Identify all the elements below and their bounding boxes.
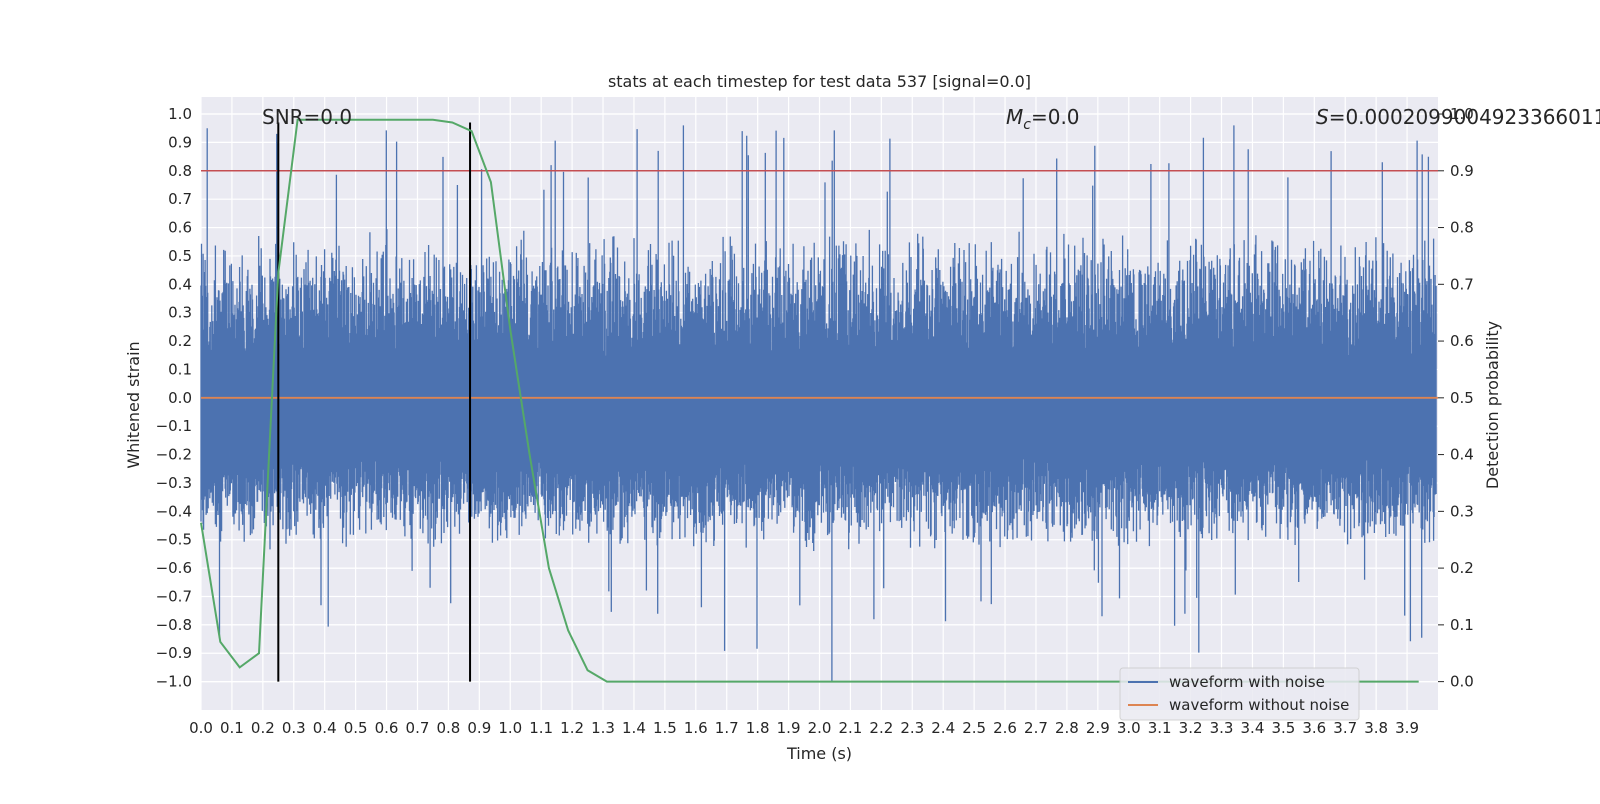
axis-ticks: 0.0 0.1 0.2 0.3 0.4 0.5 0.6 0.7 0.8 0.9 1.0 1.1 1.2 1… (156, 105, 1474, 737)
y-right-tick-label: 0.1 (1450, 616, 1474, 634)
x-tick-label: 3.0 (1117, 719, 1141, 737)
x-tick-label: 2.4 (931, 719, 955, 737)
x-tick-label: 0.2 (251, 719, 275, 737)
y-right-tick-label: 0.2 (1450, 559, 1474, 577)
x-tick-label: 1.6 (684, 719, 708, 737)
y-right-tick-label: 0.8 (1450, 219, 1474, 237)
x-tick-label: 2.7 (1024, 719, 1048, 737)
s-annotation: S=0.00020990049233660117 (1316, 105, 1600, 129)
snr-annotation: SNR=0.0 (262, 105, 352, 129)
y-left-tick-label: 0.6 (168, 219, 192, 237)
x-tick-label: 0.6 (375, 719, 399, 737)
y-left-tick-label: 0.9 (168, 133, 192, 151)
x-tick-label: 2.6 (993, 719, 1017, 737)
y-left-tick-label: 0.7 (168, 190, 192, 208)
y-right-tick-label: 0.0 (1450, 673, 1474, 691)
y-left-tick-label: 1.0 (168, 105, 192, 123)
x-tick-label: 1.7 (715, 719, 739, 737)
x-tick-label: 2.9 (1086, 719, 1110, 737)
x-tick-label: 1.0 (498, 719, 522, 737)
x-tick-label: 0.7 (406, 719, 430, 737)
y-right-tick-label: 0.3 (1450, 502, 1474, 520)
legend-entry-noise: waveform with noise (1169, 673, 1325, 691)
y-left-tick-label: 0.1 (168, 360, 192, 378)
x-tick-label: 2.8 (1055, 719, 1079, 737)
y-right-tick-label: 0.4 (1450, 446, 1474, 464)
chirp-mass-value: =0.0 (1031, 105, 1080, 129)
x-tick-label: 0.0 (189, 719, 213, 737)
x-tick-label: 0.9 (467, 719, 491, 737)
x-tick-label: 1.4 (622, 719, 646, 737)
x-tick-label: 1.5 (653, 719, 677, 737)
y-axis-left-label: Whitened strain (124, 341, 143, 468)
y-left-tick-label: −0.1 (156, 417, 192, 435)
y-left-tick-label: −0.7 (156, 587, 192, 605)
x-tick-label: 3.7 (1333, 719, 1357, 737)
x-tick-label: 0.4 (313, 719, 337, 737)
x-axis-label: Time (s) (786, 744, 852, 763)
x-tick-label: 3.3 (1210, 719, 1234, 737)
y-left-tick-label: 0.8 (168, 162, 192, 180)
chirp-mass-annotation: Mc=0.0 (1006, 105, 1080, 133)
y-right-tick-label: 1.0 (1450, 105, 1474, 123)
y-right-tick-label: 0.5 (1450, 389, 1474, 407)
x-tick-label: 3.9 (1395, 719, 1419, 737)
x-tick-label: 2.3 (900, 719, 924, 737)
x-tick-label: 1.2 (560, 719, 584, 737)
x-tick-label: 2.0 (808, 719, 832, 737)
y-left-tick-label: −1.0 (156, 673, 192, 691)
y-left-tick-label: −0.5 (156, 531, 192, 549)
legend: waveform with noise waveform without noi… (1119, 667, 1360, 721)
x-tick-label: 1.3 (591, 719, 615, 737)
x-tick-label: 3.4 (1241, 719, 1265, 737)
y-left-tick-label: 0.4 (168, 275, 192, 293)
x-tick-label: 3.8 (1364, 719, 1388, 737)
legend-box (1119, 667, 1360, 721)
y-left-tick-label: −0.6 (156, 559, 192, 577)
x-tick-label: 0.5 (344, 719, 368, 737)
chart-title: stats at each timestep for test data 537… (608, 72, 1031, 91)
y-axis-right-label: Detection probability (1483, 321, 1502, 489)
y-left-tick-label: −0.8 (156, 616, 192, 634)
x-tick-label: 0.3 (282, 719, 306, 737)
y-left-tick-label: −0.2 (156, 446, 192, 464)
y-right-tick-label: 0.7 (1450, 275, 1474, 293)
chirp-mass-subscript: c (1023, 117, 1031, 133)
detection-probability-line (200, 118, 1419, 683)
s-value: =0.00020990049233660117 (1329, 105, 1600, 129)
x-tick-label: 1.9 (777, 719, 801, 737)
y-left-tick-label: 0.0 (168, 389, 192, 407)
s-symbol: S (1316, 105, 1329, 129)
x-tick-label: 0.8 (436, 719, 460, 737)
y-right-tick-label: 0.9 (1450, 162, 1474, 180)
x-tick-label: 2.5 (962, 719, 986, 737)
chirp-mass-symbol: M (1006, 105, 1023, 129)
y-left-tick-label: 0.5 (168, 247, 192, 265)
x-tick-label: 1.8 (746, 719, 770, 737)
line-series (200, 118, 1438, 683)
y-left-tick-label: 0.2 (168, 332, 192, 350)
legend-entry-clean: waveform without noise (1169, 696, 1349, 714)
y-left-tick-label: −0.4 (156, 502, 192, 520)
y-left-tick-label: −0.3 (156, 474, 192, 492)
x-tick-label: 2.2 (869, 719, 893, 737)
x-tick-label: 1.1 (529, 719, 553, 737)
x-tick-label: 0.1 (220, 719, 244, 737)
y-right-tick-label: 0.6 (1450, 332, 1474, 350)
x-tick-label: 3.2 (1179, 719, 1203, 737)
x-tick-label: 3.1 (1148, 719, 1172, 737)
x-tick-label: 3.5 (1271, 719, 1295, 737)
y-left-tick-label: 0.3 (168, 304, 192, 322)
x-tick-label: 2.1 (838, 719, 862, 737)
y-left-tick-label: −0.9 (156, 644, 192, 662)
x-tick-label: 3.6 (1302, 719, 1326, 737)
